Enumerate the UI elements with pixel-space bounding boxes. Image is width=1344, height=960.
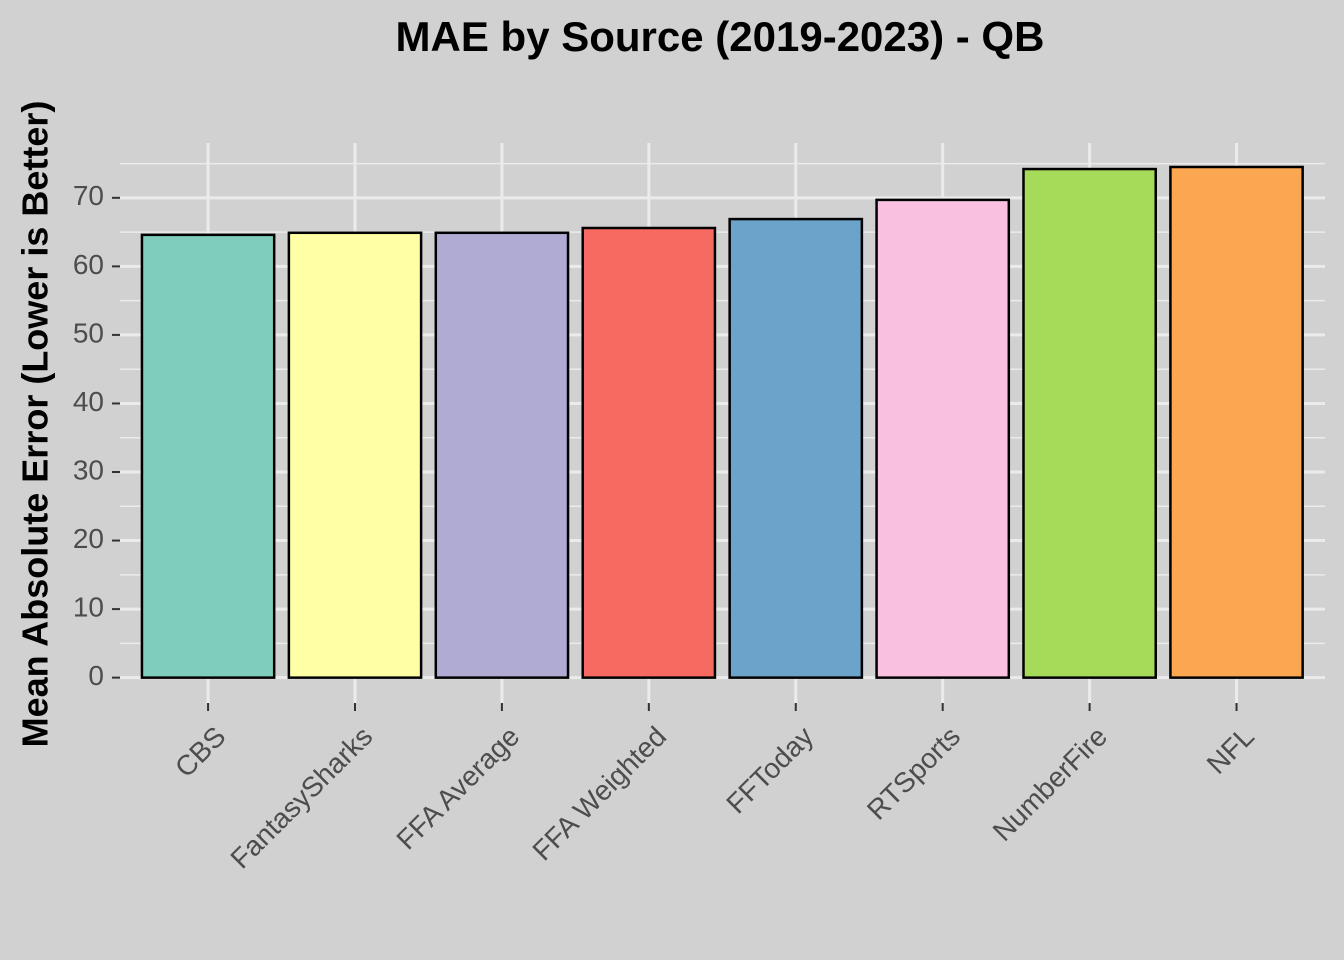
bar [287, 231, 423, 679]
y-tick-label: 20 [73, 523, 104, 554]
bar [728, 217, 864, 679]
bar [140, 233, 276, 679]
y-tick-label: 0 [88, 660, 104, 691]
bar [581, 226, 717, 679]
y-tick-label: 10 [73, 591, 104, 622]
y-tick-label: 50 [73, 317, 104, 348]
y-tick-label: 40 [73, 386, 104, 417]
bar [1169, 165, 1304, 679]
y-tick-label: 30 [73, 454, 104, 485]
bar [434, 231, 570, 679]
bar [875, 198, 1011, 679]
y-axis-label: Mean Absolute Error (Lower is Better) [15, 101, 56, 748]
bar [1022, 167, 1157, 679]
y-tick-label: 70 [73, 180, 104, 211]
y-tick-label: 60 [73, 249, 104, 280]
chart-title: MAE by Source (2019-2023) - QB [396, 13, 1045, 60]
